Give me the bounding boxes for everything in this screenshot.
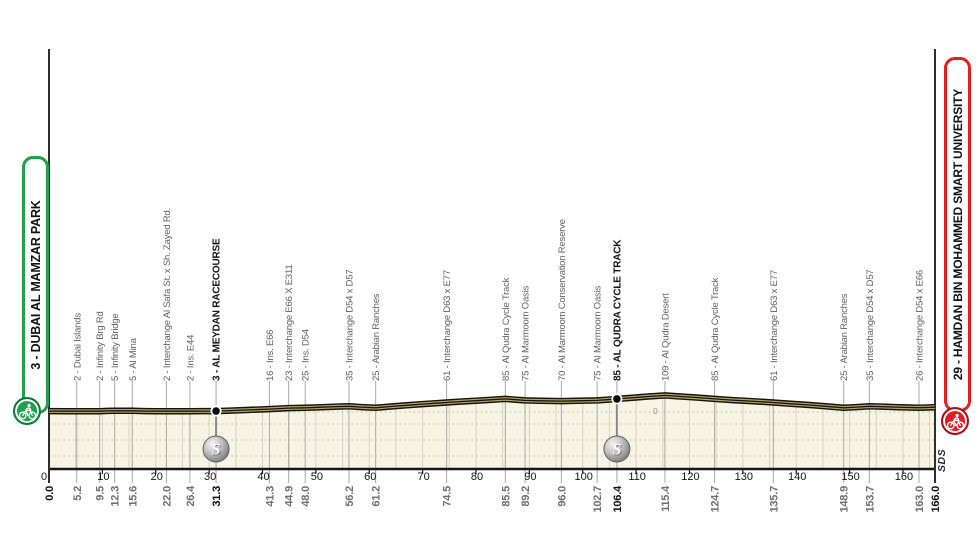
- axis-tick-label: 10: [97, 471, 109, 483]
- distance-marker-label: 96.0: [556, 486, 568, 507]
- distance-marker-label: 115.4: [660, 485, 672, 512]
- distance-marker-label: 12.3: [110, 486, 122, 507]
- sprint-point-dot: [613, 395, 621, 403]
- start-location-pill: 3 - DUBAI AL MAMZAR PARK: [22, 156, 49, 414]
- distance-marker-label: 102.7: [592, 486, 604, 513]
- distance-marker-label: 44.9: [284, 486, 296, 507]
- waypoint-label: 2 - Dubai Islands: [72, 313, 83, 381]
- waypoint-label: 26 - Interchange D54 x E66: [914, 270, 925, 381]
- distance-marker-label: 15.6: [127, 486, 139, 507]
- waypoint-label: 3 - AL MEYDAN RACECOURSE: [212, 238, 223, 381]
- waypoint-label: 109 - Al Qudra Desert: [660, 293, 671, 381]
- axis-tick-label: 50: [311, 471, 323, 483]
- start-location-label: 3 - DUBAI AL MAMZAR PARK: [28, 200, 43, 370]
- waypoint-label: 61 - Interchange D63 x E77: [769, 270, 780, 381]
- distance-marker-label: 26.4: [185, 485, 197, 507]
- axis-tick-label: 120: [681, 471, 699, 483]
- waypoint-label: 75 - Al Marmoom Oasis: [593, 286, 604, 381]
- grid: [49, 395, 935, 469]
- waypoint-label: 85 - Al Qudra Cycle Track: [710, 277, 721, 381]
- distance-marker-label: 41.3: [264, 486, 276, 507]
- sprint-icon-letter: S: [212, 442, 221, 459]
- axis-tick-label: 160: [895, 471, 913, 483]
- sprint-icon-letter-shadow: S: [213, 443, 222, 460]
- axis-tick-label: 30: [204, 471, 216, 483]
- sprint-icon: [202, 435, 230, 463]
- distance-marker-label: 163.0: [914, 486, 926, 513]
- axis-tick-label: 70: [417, 471, 429, 483]
- waypoint-label: 70 - Al Marmoom Conservation Reserve: [557, 219, 568, 381]
- waypoint-label: 25 - Arabian Ranches: [839, 293, 850, 381]
- axis-tick-label: 100: [575, 471, 593, 483]
- axis-tick-label: 80: [471, 471, 483, 483]
- waypoint-label: 5 - Al Mina: [128, 337, 139, 381]
- profile-area-fill: [49, 395, 935, 469]
- axis-tick-label: 20: [151, 471, 163, 483]
- distance-marker-label: 124.7: [710, 486, 722, 513]
- distance-marker-label: 166.0: [930, 486, 942, 513]
- distance-marker-label: 48.0: [300, 486, 312, 507]
- waypoint-label: 2 - Interchange Al Safa St. x Sh. Zayed …: [162, 208, 173, 381]
- axis-tick-label: 60: [364, 471, 376, 483]
- waypoint-label: 16 - Ins. E66: [265, 330, 276, 381]
- distance-marker-label: 0.0: [44, 486, 56, 501]
- axis-tick-label: 90: [524, 471, 536, 483]
- sprint-point-dot: [212, 407, 220, 415]
- waypoint-label: 61 - Interchange D63 x E77: [442, 270, 453, 381]
- finish-location-label: 29 - HAMDAN BIN MOHAMMED SMART UNIVERSIT…: [950, 88, 965, 381]
- axis-tick-label: 110: [628, 471, 646, 483]
- author-mark: SDS: [936, 449, 948, 472]
- cyclist-icon: [18, 403, 36, 419]
- distance-marker-label: 85.5: [500, 486, 512, 507]
- profile-line-core: [48, 394, 936, 412]
- sprint-icon: [603, 435, 631, 463]
- distance-marker-label: 61.2: [371, 486, 383, 507]
- axis-tick-label: 40: [257, 471, 269, 483]
- cyclist-icon: [946, 413, 964, 429]
- axis-tick-label: 140: [788, 471, 806, 483]
- waypoint-label: 25 - Arabian Ranches: [371, 293, 382, 381]
- distance-marker-label: 153.7: [864, 486, 876, 513]
- waypoint-label: 35 - Interchange D54 x D57: [344, 269, 355, 381]
- distance-marker-label: 74.5: [442, 486, 454, 507]
- distance-marker-label: 31.3: [211, 486, 223, 507]
- distance-marker-label: 56.2: [344, 486, 356, 507]
- sprint-icon-letter: S: [612, 442, 621, 459]
- axis-tick-label: 150: [841, 471, 859, 483]
- distance-marker-label: 106.4: [612, 485, 624, 513]
- distance-marker-label: 148.9: [839, 486, 851, 513]
- waypoint-label: 5 - Infinity Bridge: [110, 314, 121, 381]
- waypoint-label: 85 - Al Qudra Cycle Track: [501, 277, 512, 381]
- waypoint-label: 2 - Ins. E44: [185, 335, 196, 381]
- distance-marker-label: 22.0: [161, 486, 173, 507]
- axis-tick-label: 0: [41, 471, 47, 483]
- sprint-icon-letter-shadow: S: [613, 443, 622, 460]
- waypoint-label: 2 - Infinity Brg Rd: [95, 311, 106, 381]
- finish-cyclist-icon: [941, 407, 969, 435]
- waypoint-label: 75 - Al Marmoom Oasis: [521, 286, 532, 381]
- distance-marker-label: 89.2: [520, 486, 532, 507]
- start-cyclist-icon: [13, 397, 41, 425]
- elevation-zero-label: 0: [653, 406, 658, 416]
- waypoint-label: 35 - Interchange D54 x D57: [865, 269, 876, 381]
- distance-marker-label: 135.7: [768, 486, 780, 513]
- distance-marker-label: 5.2: [72, 486, 84, 501]
- axis-tick-label: 130: [735, 471, 753, 483]
- waypoint-label: 85 - AL QUDRA CYCLE TRACK: [612, 239, 623, 381]
- distance-marker-label: 9.5: [95, 486, 107, 501]
- waypoint-label: 23 - Interchange E66 X E311: [284, 265, 295, 381]
- waypoint-label: 25 - Ins. D54: [301, 329, 312, 381]
- finish-location-pill: 29 - HAMDAN BIN MOHAMMED SMART UNIVERSIT…: [944, 57, 971, 412]
